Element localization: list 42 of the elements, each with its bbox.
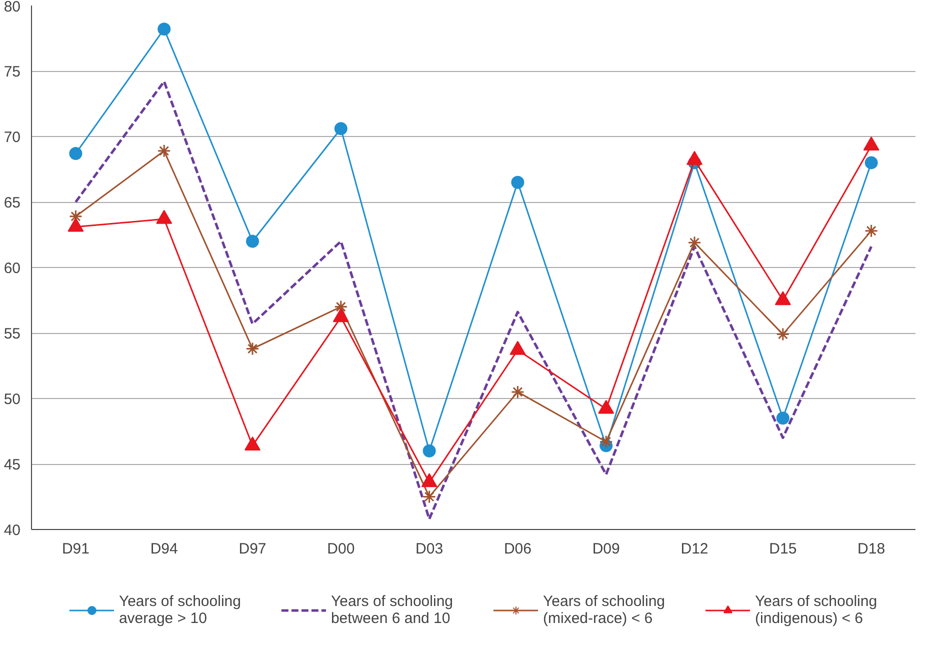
legend-label: Years of schooling average > 10 — [118, 593, 241, 627]
point — [422, 444, 436, 458]
point — [511, 176, 524, 189]
y-tick-label: 70 — [4, 129, 21, 146]
point — [864, 156, 878, 170]
y-tick-label: 65 — [4, 194, 21, 212]
y-tick-label: 60 — [4, 260, 21, 277]
x-tick-label: D06 — [504, 540, 532, 558]
point — [246, 234, 259, 248]
point — [599, 434, 613, 448]
point — [158, 22, 171, 36]
x-tick-label: D91 — [62, 540, 90, 558]
y-tick-label: 50 — [4, 391, 21, 408]
x-tick-label: D03 — [416, 540, 444, 558]
x-tick-label: D18 — [858, 540, 886, 558]
x-tick-label: D12 — [680, 540, 708, 558]
point — [688, 236, 702, 250]
legend-label: Years of schooling between 6 and 10 — [330, 593, 453, 627]
x-tick-label: D00 — [327, 540, 355, 558]
x-tick-label: D94 — [150, 540, 178, 558]
point — [68, 210, 82, 224]
x-tick-label: D09 — [592, 540, 620, 558]
point — [246, 342, 260, 356]
legend-label: Years of schooling (indigenous) < 6 — [755, 593, 878, 627]
point — [157, 144, 171, 158]
point — [776, 328, 790, 342]
line-series — [74, 80, 873, 520]
y-tick-label: 45 — [4, 456, 21, 474]
y-tick-label: 75 — [4, 64, 21, 80]
point — [510, 385, 524, 399]
legend-label: Years of schooling (mixed-race) < 6 — [543, 593, 666, 627]
y-tick-label: 55 — [4, 326, 21, 342]
y-tick-label: 80 — [4, 0, 21, 16]
x-tick-label: D15 — [769, 540, 797, 558]
point — [864, 224, 878, 238]
x-tick-label: D97 — [238, 540, 266, 558]
point — [69, 147, 82, 160]
point — [334, 122, 348, 136]
y-tick-label: 40 — [4, 522, 21, 539]
point — [334, 300, 348, 314]
point — [422, 490, 436, 504]
point — [776, 412, 790, 425]
